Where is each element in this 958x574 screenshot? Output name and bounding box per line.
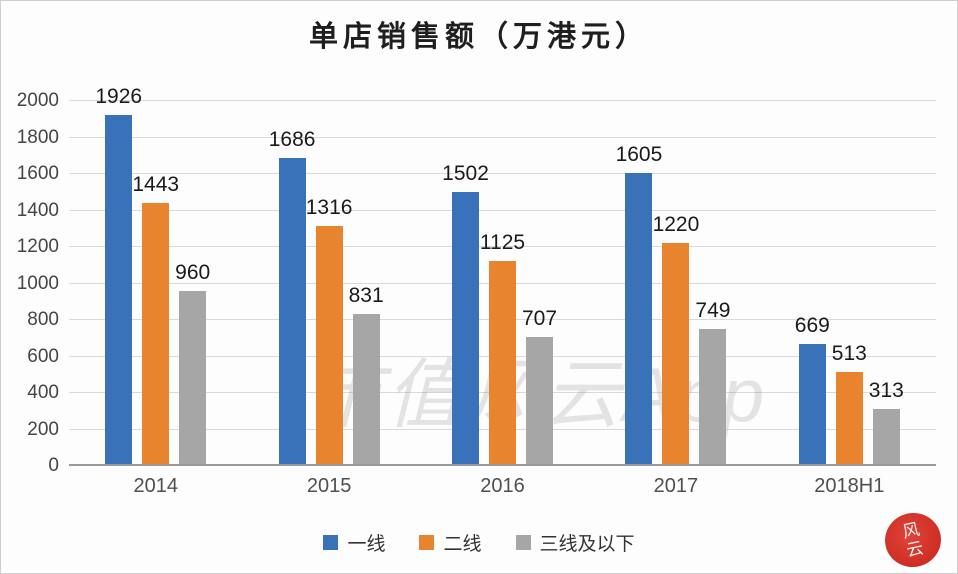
bar-一线-2017: 1605 bbox=[616, 143, 662, 466]
data-label: 960 bbox=[175, 260, 211, 284]
plot-area: 市值风云App 19261443960168613168311502112570… bbox=[69, 85, 936, 466]
data-label: 1502 bbox=[442, 161, 489, 185]
bar-二线-2017: 1220 bbox=[653, 213, 699, 466]
bar-三线及以下-2016: 707 bbox=[522, 307, 557, 466]
x-tick-label-2015: 2015 bbox=[306, 475, 352, 497]
bar-groups: 1926 1443 960 1686 1316 831 1502 1125 707 1605 122… bbox=[69, 85, 936, 466]
gridline bbox=[69, 136, 936, 138]
data-label: 1220 bbox=[652, 213, 700, 237]
y-tick-label: 200 bbox=[27, 418, 59, 440]
y-tick-label: 0 bbox=[48, 455, 59, 476]
bar-二线-2018H1: 513 bbox=[832, 342, 867, 466]
x-tick-label-2014: 2014 bbox=[133, 475, 178, 497]
x-tick-label-2016: 2016 bbox=[480, 475, 525, 497]
bar-三线及以下-2015: 831 bbox=[349, 284, 384, 466]
bar-二线-2015: 1316 bbox=[306, 196, 352, 466]
legend-label: 三线及以下 bbox=[539, 534, 635, 555]
y-tick-label: 600 bbox=[27, 345, 59, 367]
gridline bbox=[69, 209, 936, 211]
y-tick-label: 400 bbox=[27, 382, 59, 403]
bar-三线及以下-2017: 749 bbox=[695, 299, 730, 466]
bar-group-2015: 1686 1316 831 bbox=[242, 101, 415, 466]
y-tick-label: 800 bbox=[27, 309, 59, 330]
bar-一线-2016: 1502 bbox=[442, 162, 489, 466]
data-label: 749 bbox=[695, 299, 731, 323]
bar-三线及以下-2018H1: 313 bbox=[869, 379, 904, 466]
y-tick-label: 1200 bbox=[16, 236, 59, 257]
legend-swatch bbox=[323, 535, 339, 550]
data-label: 513 bbox=[831, 342, 867, 366]
y-axis: 0 200 400 600 800 1000 1200 1400 1600 1800 2000 bbox=[1, 90, 59, 476]
legend-label: 一线 bbox=[347, 534, 386, 555]
data-label: 313 bbox=[868, 378, 904, 402]
legend-item-一线: 一线 bbox=[323, 529, 385, 556]
chart-title: 单店销售额（万港元） bbox=[308, 21, 649, 53]
x-tick-label-2017: 2017 bbox=[653, 475, 699, 497]
bar-group-2017: 1605 1220 749 bbox=[589, 101, 762, 466]
gridline bbox=[69, 246, 936, 247]
bar-三线及以下-2014: 960 bbox=[175, 261, 210, 466]
legend-label: 二线 bbox=[443, 534, 482, 555]
data-label: 1605 bbox=[615, 143, 663, 167]
legend: 一线 二线 三线及以下 bbox=[1, 529, 957, 556]
y-tick-label: 1400 bbox=[16, 199, 59, 221]
data-label: 1316 bbox=[305, 195, 353, 219]
y-tick-label: 1800 bbox=[16, 126, 59, 148]
legend-item-二线: 二线 bbox=[419, 529, 482, 556]
bar-一线-2014: 1926 bbox=[95, 85, 142, 466]
data-label: 1926 bbox=[95, 84, 143, 108]
bar-一线-2015: 1686 bbox=[269, 128, 315, 466]
bar-group-2018H1: 669 513 313 bbox=[763, 101, 936, 466]
bar-group-2014: 1926 1443 960 bbox=[69, 85, 242, 466]
data-label: 1443 bbox=[132, 172, 180, 196]
x-axis: 2014 2015 2016 2017 2018H1 bbox=[69, 475, 936, 498]
y-tick-label: 2000 bbox=[16, 90, 59, 111]
x-tick-label-2018H1: 2018H1 bbox=[814, 475, 885, 497]
data-label: 707 bbox=[521, 306, 558, 330]
x-axis-line bbox=[69, 464, 936, 466]
data-label: 1125 bbox=[479, 230, 526, 254]
legend-swatch bbox=[515, 535, 531, 550]
y-tick-label: 1000 bbox=[16, 272, 59, 294]
legend-item-三线及以下: 三线及以下 bbox=[515, 529, 635, 556]
data-label: 831 bbox=[348, 284, 384, 308]
publisher-seal-logo: 风 云 bbox=[879, 507, 947, 573]
bar-group-2016: 1502 1125 707 bbox=[416, 101, 589, 466]
legend-swatch bbox=[419, 535, 435, 550]
data-label: 1686 bbox=[268, 128, 316, 152]
gridline bbox=[69, 100, 936, 101]
data-label: 669 bbox=[794, 313, 830, 337]
y-tick-label: 1600 bbox=[16, 163, 59, 184]
seal-char-2: 云 bbox=[904, 538, 926, 561]
gridline bbox=[69, 173, 936, 174]
bar-二线-2016: 1125 bbox=[480, 231, 525, 466]
bar-二线-2014: 1443 bbox=[132, 173, 179, 466]
bar-一线-2018H1: 669 bbox=[795, 314, 830, 466]
